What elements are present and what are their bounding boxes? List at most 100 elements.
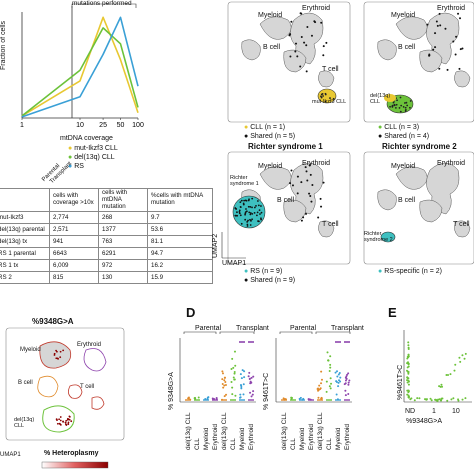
cell-dot [242, 203, 245, 206]
data-point [243, 370, 246, 373]
cell-dot [234, 207, 237, 209]
shared-dot [296, 192, 299, 195]
cell-dot [246, 220, 249, 223]
cell-dot [403, 102, 406, 104]
shared-dot [305, 44, 308, 47]
cell-dot [244, 212, 247, 215]
c-cll-label: del(13q) CLL [14, 417, 35, 429]
d1-transplant: Transplant [236, 325, 269, 332]
data-point [240, 384, 243, 387]
cell-dot [396, 99, 398, 102]
small-cluster [318, 220, 335, 238]
heat-dot [66, 417, 69, 420]
e-xtick-1: 1 [432, 408, 436, 415]
e-point [458, 356, 461, 359]
shared-dot [303, 41, 306, 44]
myeloid-label-3: Myeloid [258, 163, 283, 170]
legend-rs: RS [74, 163, 84, 170]
heat-dot [59, 356, 62, 359]
data-point [249, 391, 252, 394]
data-point [234, 394, 237, 397]
erythroid-label-2: Erythroid [437, 5, 466, 12]
bcell-label-4: B cell [398, 197, 416, 204]
cell-dot [320, 96, 323, 99]
e-point [407, 372, 410, 375]
data-point [224, 384, 227, 387]
bcell-cluster [377, 39, 397, 61]
legend-p3-rs: RS (n = 9) [250, 268, 283, 275]
c-bcell [37, 375, 59, 398]
data-point [335, 393, 338, 396]
d1-parental: Parental [195, 325, 222, 332]
cell-dot [239, 201, 242, 204]
e-point [413, 399, 416, 402]
bcell-label-1: B cell [263, 44, 281, 51]
e-point [429, 397, 432, 400]
rs2-cluster-label: Richter syndrome 2 [364, 231, 393, 243]
cell-dot [398, 107, 401, 109]
cell-dot [236, 214, 239, 217]
shared-dot [289, 55, 292, 58]
cell-dot [251, 197, 254, 200]
rs1-cluster-label: Richter syndrome 1 [230, 175, 259, 187]
data-point [230, 380, 233, 383]
heat-dot [56, 357, 59, 360]
e-xtick-10: 10 [452, 408, 460, 415]
data-point [328, 385, 331, 388]
e-point [407, 383, 410, 386]
legend-del13q: del(13q) CLL [74, 154, 115, 161]
cell-dot [399, 96, 402, 99]
table-row: del(13q) tx 941 763 81.1 [0, 235, 213, 249]
legend-p3-shared: Shared (n = 9) [250, 277, 296, 284]
data-point [317, 396, 320, 399]
cell-dot [404, 108, 407, 111]
data-point [223, 395, 226, 398]
legend-p4-rs: RS-specific (n = 2) [384, 268, 442, 275]
shared-dot [454, 53, 457, 56]
header-coverage: cells with coverage >10x [49, 187, 99, 213]
cell-dot [255, 204, 257, 207]
data-point [343, 383, 346, 386]
data-point [233, 378, 236, 381]
data-point [334, 371, 337, 374]
shared-dot [310, 34, 313, 37]
heat-dot [56, 422, 59, 425]
rs2-cluster [380, 231, 396, 243]
data-point [230, 367, 233, 370]
data-point [320, 397, 323, 400]
tcell-cluster [419, 199, 443, 223]
data-point [329, 377, 332, 380]
e-point [410, 397, 413, 400]
data-point [215, 396, 218, 399]
bcell-cluster [241, 39, 261, 61]
shared-dot [444, 27, 447, 30]
shared-dot [459, 48, 462, 51]
coverage-table: cells with coverage >10x cells with mtDN… [0, 187, 213, 285]
data-point [325, 380, 328, 383]
e-xtick-nd: ND [405, 408, 416, 415]
shared-dot [457, 12, 460, 15]
heat-dot [55, 349, 57, 352]
data-point [320, 370, 323, 373]
shared-dot [290, 169, 293, 172]
erythroid-label-4: Erythroid [437, 160, 466, 167]
data-point [335, 380, 338, 383]
e-point [441, 385, 444, 388]
data-point [344, 389, 347, 392]
cell-dot [320, 93, 323, 96]
heat-dot [67, 421, 70, 424]
cell-dot [245, 199, 248, 202]
data-point [252, 375, 255, 378]
myeloid-label-1: Myeloid [258, 12, 283, 19]
shared-dot [304, 212, 307, 215]
cell-dot [260, 217, 262, 220]
data-point [239, 373, 242, 376]
e-point [406, 376, 409, 379]
cell-dot [240, 199, 243, 202]
x-tick-label: 1 [20, 122, 24, 129]
d1-bracket-transplant [219, 331, 255, 334]
e-point [407, 389, 410, 392]
cll-highlight [384, 94, 396, 102]
tcell-label-1: T cell [322, 66, 339, 73]
